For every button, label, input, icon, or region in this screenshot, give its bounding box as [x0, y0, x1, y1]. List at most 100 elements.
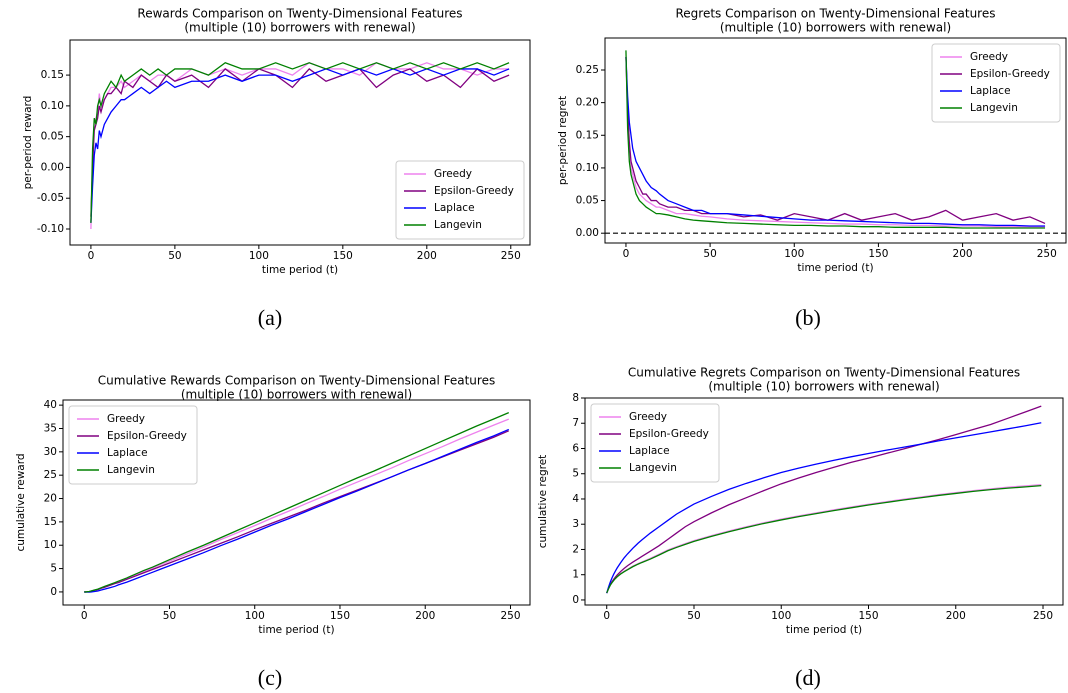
chart: Cumulative Regrets Comparison on Twenty-… — [537, 366, 1064, 690]
y-tick-label: 0.10 — [576, 162, 599, 174]
y-tick-label: -0.05 — [37, 192, 64, 204]
plot-frame — [69, 39, 531, 246]
y-axis-label: cumulative reward — [15, 453, 27, 551]
x-tick-label: 250 — [500, 610, 520, 622]
x-axis-label: time period (t) — [262, 264, 338, 276]
x-tick-label: 250 — [1033, 610, 1053, 622]
x-tick-label: 200 — [415, 610, 435, 622]
plot-frame — [604, 37, 1067, 244]
series-line — [84, 412, 510, 593]
y-tick-label: 0.10 — [41, 100, 64, 112]
legend-label: Greedy — [970, 51, 1008, 63]
y-tick-label: 7 — [572, 417, 579, 429]
x-tick-label: 0 — [603, 610, 610, 622]
y-tick-label: 0.00 — [41, 161, 64, 173]
y-tick-label: 5 — [50, 563, 57, 575]
x-tick-label: 250 — [1037, 248, 1057, 260]
series-line — [606, 483, 1042, 594]
legend-label: Laplace — [107, 447, 148, 459]
caption: (a) — [258, 305, 282, 330]
series-line — [90, 62, 510, 223]
x-tick-label: 200 — [953, 248, 973, 260]
y-tick-label: 0 — [572, 594, 579, 606]
y-tick-label: 8 — [572, 392, 579, 404]
legend-box — [68, 405, 198, 485]
x-tick-label: 200 — [417, 250, 437, 262]
x-tick-label: 150 — [868, 248, 888, 260]
x-tick-label: 0 — [623, 248, 630, 260]
y-tick-label: -0.10 — [37, 223, 64, 235]
legend-label: Langevin — [629, 462, 677, 474]
series-line — [90, 68, 510, 223]
x-tick-label: 250 — [501, 250, 521, 262]
legend-box — [931, 43, 1061, 123]
y-axis-label: per-period reward — [22, 96, 34, 190]
caption: (b) — [795, 305, 821, 330]
series-line — [84, 428, 510, 593]
x-tick-label: 150 — [333, 250, 353, 262]
y-axis-label: cumulative regret — [537, 455, 549, 549]
legend-label: Langevin — [970, 102, 1018, 114]
y-tick-label: 0.05 — [576, 195, 599, 207]
chart-title: Regrets Comparison on Twenty-Dimensional… — [675, 7, 995, 21]
legend-label: Epsilon-Greedy — [434, 185, 514, 197]
x-tick-label: 50 — [163, 610, 176, 622]
y-tick-label: 4 — [572, 493, 579, 505]
y-tick-label: 2 — [572, 543, 579, 555]
y-tick-label: 20 — [44, 493, 57, 505]
y-tick-label: 1 — [572, 569, 579, 581]
x-tick-label: 50 — [703, 248, 716, 260]
legend-box — [590, 403, 720, 483]
series-line — [606, 405, 1042, 594]
caption: (d) — [795, 665, 821, 690]
legend-label: Laplace — [629, 445, 670, 457]
legend-label: Langevin — [434, 219, 482, 231]
chart-subtitle: (multiple (10) borrowers with renewal) — [181, 388, 412, 402]
x-tick-label: 150 — [330, 610, 350, 622]
legend-label: Greedy — [434, 168, 472, 180]
x-axis-label: time period (t) — [786, 624, 862, 636]
x-tick-label: 150 — [858, 610, 878, 622]
series-line — [606, 422, 1042, 594]
y-tick-label: 40 — [44, 399, 57, 411]
x-tick-label: 100 — [249, 250, 269, 262]
y-tick-label: 0.25 — [576, 64, 599, 76]
y-tick-label: 0.00 — [576, 227, 599, 239]
x-axis-label: time period (t) — [258, 624, 334, 636]
plot-frame — [62, 399, 531, 606]
legend-label: Epsilon-Greedy — [629, 428, 709, 440]
legend-label: Laplace — [970, 85, 1011, 97]
y-tick-label: 0 — [50, 586, 57, 598]
legend-label: Laplace — [434, 202, 475, 214]
y-tick-label: 6 — [572, 442, 579, 454]
series-line — [625, 56, 1046, 227]
x-tick-label: 50 — [168, 250, 181, 262]
x-axis-label: time period (t) — [797, 262, 873, 274]
series-line — [625, 56, 1046, 228]
y-tick-label: 35 — [44, 422, 57, 434]
x-tick-label: 100 — [784, 248, 804, 260]
y-tick-label: 0.20 — [576, 97, 599, 109]
chart-title: Cumulative Rewards Comparison on Twenty-… — [98, 374, 495, 388]
legend-label: Greedy — [107, 413, 145, 425]
series-line — [90, 68, 510, 217]
plot-frame — [584, 397, 1064, 606]
chart-title: Rewards Comparison on Twenty-Dimensional… — [137, 7, 462, 21]
chart: Regrets Comparison on Twenty-Dimensional… — [557, 7, 1067, 330]
y-tick-label: 0.15 — [41, 69, 64, 81]
x-tick-label: 200 — [946, 610, 966, 622]
legend-label: Epsilon-Greedy — [107, 430, 187, 442]
y-axis-label: per-period regret — [557, 96, 569, 185]
chart-title: Cumulative Regrets Comparison on Twenty-… — [628, 366, 1020, 380]
y-tick-label: 30 — [44, 446, 57, 458]
chart-subtitle: (multiple (10) borrowers with renewal) — [184, 21, 415, 35]
legend-label: Langevin — [107, 464, 155, 476]
y-tick-label: 0.15 — [576, 129, 599, 141]
series-line — [625, 50, 1046, 229]
x-tick-label: 100 — [771, 610, 791, 622]
y-tick-label: 10 — [44, 539, 57, 551]
chart: Cumulative Rewards Comparison on Twenty-… — [15, 374, 531, 690]
x-tick-label: 50 — [687, 610, 700, 622]
x-tick-label: 0 — [88, 250, 95, 262]
